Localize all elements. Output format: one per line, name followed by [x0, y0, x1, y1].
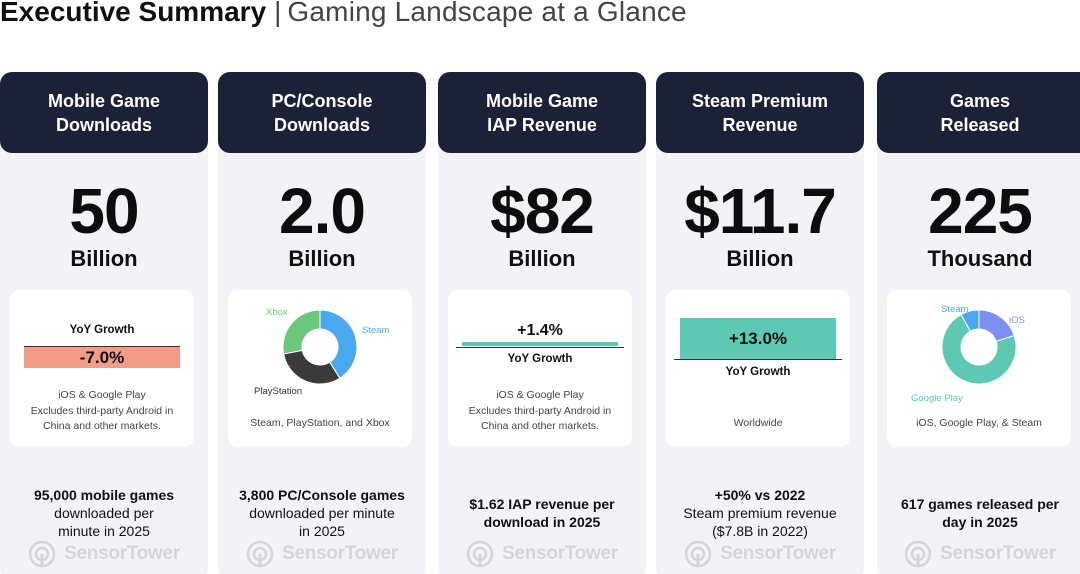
donut-label: PlayStation — [254, 386, 302, 397]
chart-data-label: +1.4% — [517, 322, 563, 339]
watermark: SensorTower — [656, 540, 864, 568]
watermark: SensorTower — [218, 540, 426, 568]
donut-card: iOS Google Play Steam iOS, Google Play, & … — [887, 290, 1071, 447]
sensortower-logo-icon — [684, 540, 712, 568]
watermark: SensorTower — [0, 540, 208, 568]
donut-slice-xbox — [282, 309, 321, 355]
column-games-released: Games Released 225 Thousand iOS Google Pl… — [877, 72, 1080, 574]
bar-baseline — [456, 347, 624, 348]
yoy-card: +1.4% YoY Growth iOS & Google Play Exclu… — [448, 290, 632, 447]
chart-bar — [462, 342, 618, 346]
donut-label: Steam — [941, 304, 969, 315]
bar-baseline — [674, 359, 842, 360]
metric-value: $82 — [490, 175, 595, 247]
watermark-text: SensorTower — [502, 543, 618, 564]
column-header: Steam Premium Revenue — [656, 72, 864, 153]
column-pc-console-downloads: PC/Console Downloads 2.0 Billion Steam Pl… — [218, 72, 426, 574]
footnote-bold: 617 games released per day in 2025 — [901, 496, 1059, 530]
footnote-bold: 95,000 mobile games — [33, 487, 175, 503]
watermark: SensorTower — [877, 540, 1080, 568]
chart-bar: -7.0% — [24, 347, 180, 368]
card-note: iOS & Google Play Excludes third-party A… — [30, 389, 174, 432]
donut-slice-google-play — [941, 313, 1017, 385]
metric-value: 50 — [69, 175, 139, 247]
metric-value: 225 — [928, 175, 1033, 247]
footnote-bold: +50% vs 2022 — [714, 487, 806, 503]
column-footnote: 617 games released per day in 2025 — [881, 477, 1079, 531]
donut-label: Xbox — [266, 307, 288, 318]
column-footnote: 3,800 PC/Console games downloaded per min… — [222, 468, 422, 540]
sensortower-logo-icon — [466, 540, 494, 568]
card-note: iOS & Google Play Excludes third-party A… — [468, 389, 612, 432]
chart-bar: +13.0% — [680, 318, 836, 359]
yoy-card: +13.0% YoY Growth Worldwide — [666, 290, 850, 447]
column-header: Mobile Game Downloads — [0, 72, 208, 153]
donut-label: Steam — [362, 325, 390, 336]
watermark-text: SensorTower — [282, 543, 398, 564]
donut-slice-steam — [960, 309, 980, 332]
page-title: Executive Summary | Gaming Landscape at … — [0, 0, 687, 32]
footnote-rest: downloaded per minute in 2025 — [54, 505, 154, 539]
metric-unit: Billion — [726, 246, 794, 271]
yoy-label: YoY Growth — [69, 324, 135, 336]
column-footnote: $1.62 IAP revenue per download in 2025 — [442, 477, 642, 531]
donut-chart: Steam PlayStation Xbox — [254, 307, 390, 397]
column-header-label: Steam Premium Revenue — [691, 90, 829, 135]
donut-slice-steam — [319, 309, 358, 379]
column-header-label: Games Released — [940, 90, 1020, 135]
card-note: iOS, Google Play, & Steam — [916, 417, 1042, 429]
card-note: Worldwide — [733, 417, 783, 429]
watermark: SensorTower — [438, 540, 646, 568]
column-header-label: PC/Console Downloads — [271, 90, 373, 135]
yoy-label: YoY Growth — [507, 353, 573, 365]
watermark-text: SensorTower — [64, 543, 180, 564]
title-separator: | — [274, 0, 282, 27]
donut-chart: iOS Google Play Steam — [911, 304, 1025, 404]
metric-unit: Billion — [70, 246, 138, 271]
card-note: Steam, PlayStation, and Xbox — [250, 417, 390, 429]
footnote-rest: downloaded per minute in 2025 — [249, 505, 395, 539]
yoy-card: YoY Growth -7.0% iOS & Google Play Exclu… — [10, 290, 194, 447]
column-header-label: Mobile Game Downloads — [47, 90, 161, 135]
footnote-bold: 3,800 PC/Console games — [239, 487, 405, 503]
chart-data-label: +13.0% — [728, 328, 788, 348]
column-footnote: +50% vs 2022 Steam premium revenue ($7.8B… — [660, 468, 860, 540]
title-subtitle: Gaming Landscape at a Glance — [287, 0, 687, 27]
title-main: Executive Summary — [0, 0, 267, 27]
column-header: Mobile Game IAP Revenue — [438, 72, 646, 153]
column-header-label: Mobile Game IAP Revenue — [485, 90, 599, 135]
chart-data-label: -7.0% — [79, 347, 125, 367]
donut-label: Google Play — [911, 393, 963, 404]
sensortower-logo-icon — [246, 540, 274, 568]
metric-value: 2.0 — [279, 175, 366, 247]
footnote-rest: Steam premium revenue ($7.8B in 2022) — [683, 505, 837, 539]
yoy-label: YoY Growth — [725, 366, 791, 378]
sensortower-logo-icon — [28, 540, 56, 568]
watermark-text: SensorTower — [720, 543, 836, 564]
metric-value: $11.7 — [684, 175, 837, 247]
column-header: Games Released — [877, 72, 1080, 153]
column-footnote: 95,000 mobile games downloaded per minute… — [4, 468, 204, 540]
metric-unit: Thousand — [927, 246, 1033, 271]
metric-unit: Billion — [508, 246, 576, 271]
donut-slice-playstation — [283, 349, 341, 385]
column-steam-premium-revenue: Steam Premium Revenue $11.7 Billion +13.… — [656, 72, 864, 574]
donut-card: Steam PlayStation Xbox Steam, PlayStation,… — [228, 290, 412, 447]
column-mobile-downloads: Mobile Game Downloads 50 Billion YoY Gro… — [0, 72, 208, 574]
watermark-text: SensorTower — [940, 543, 1056, 564]
donut-label: iOS — [1009, 315, 1025, 326]
footnote-bold: $1.62 IAP revenue per download in 2025 — [469, 496, 615, 530]
sensortower-logo-icon — [904, 540, 932, 568]
metric-unit: Billion — [288, 246, 356, 271]
bar-baseline — [24, 346, 180, 347]
column-mobile-iap-revenue: Mobile Game IAP Revenue $82 Billion +1.4… — [438, 72, 646, 574]
column-header: PC/Console Downloads — [218, 72, 426, 153]
